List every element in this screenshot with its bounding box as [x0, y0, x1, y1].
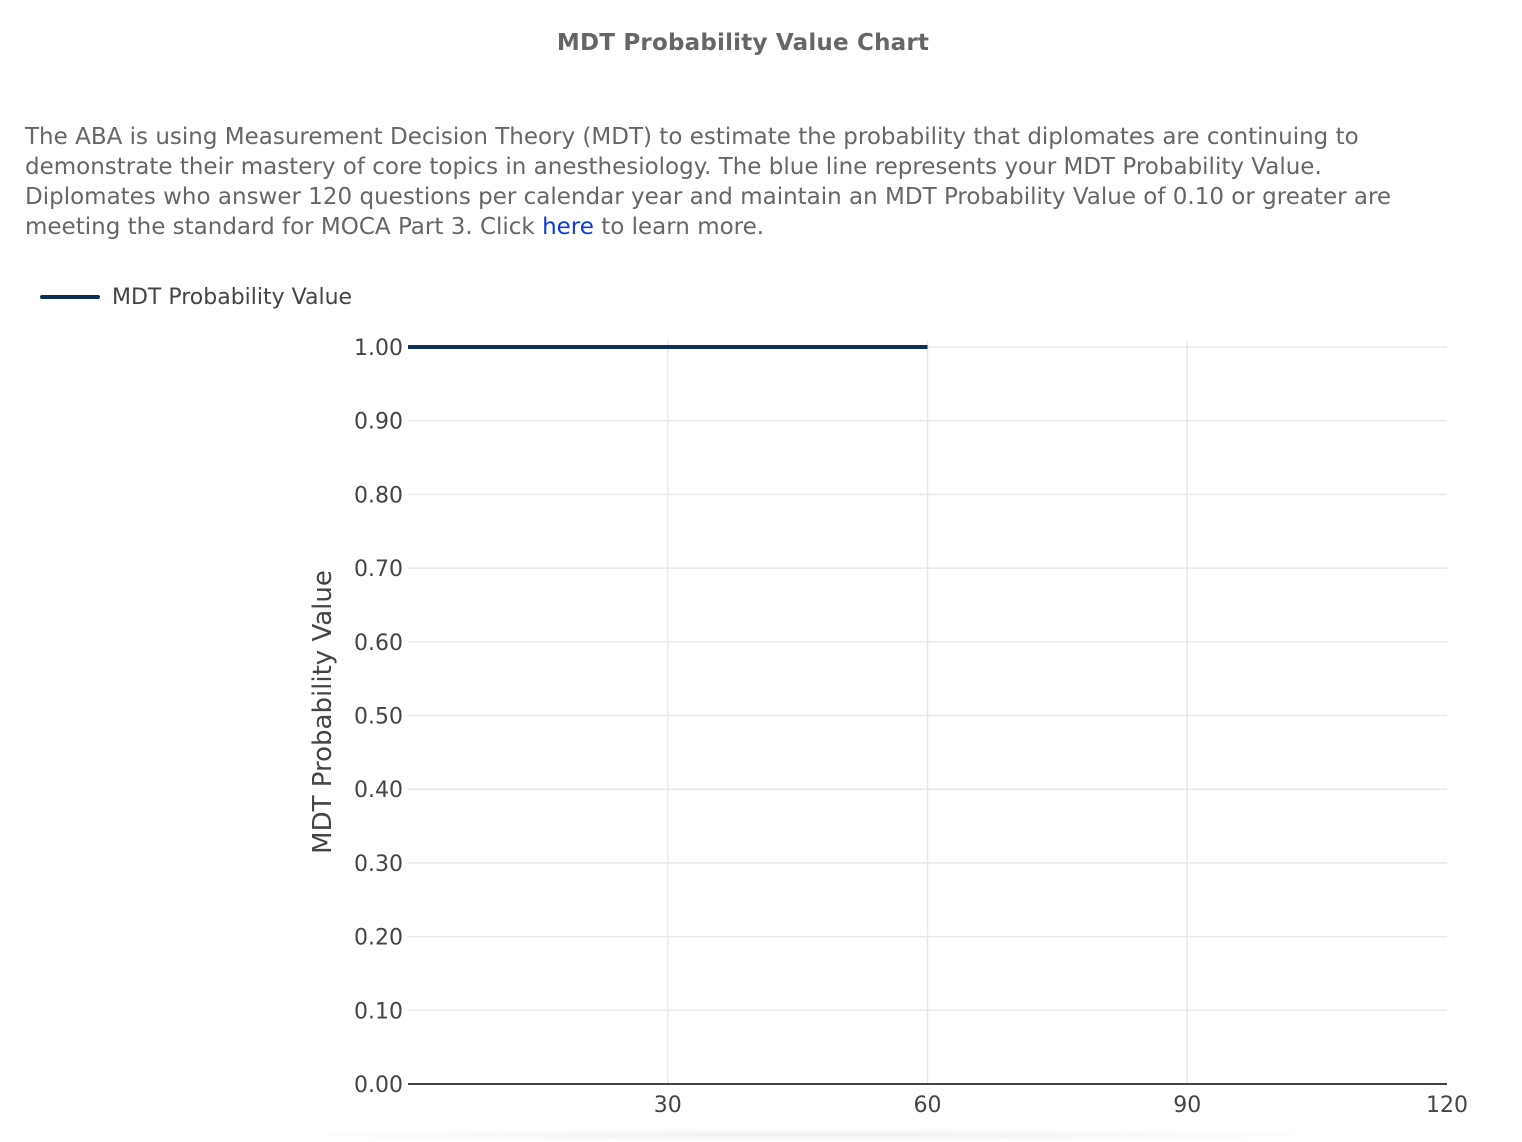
- bottom-shadow: [260, 1128, 1360, 1142]
- legend-label: MDT Probability Value: [112, 284, 353, 310]
- chart-legend[interactable]: MDT Probability Value: [40, 282, 352, 312]
- y-tick-label: 0.40: [354, 778, 403, 803]
- y-tick-label: 0.30: [354, 852, 403, 877]
- x-tick-label: 90: [1173, 1093, 1201, 1118]
- learn-more-link[interactable]: here: [542, 214, 594, 240]
- y-tick-label: 0.10: [354, 999, 403, 1024]
- legend-line-swatch: [40, 295, 100, 299]
- x-tick-label: 120: [1426, 1093, 1468, 1118]
- x-tick-label: 60: [914, 1093, 942, 1118]
- chart-description: The ABA is using Measurement Decision Th…: [25, 122, 1425, 242]
- y-tick-label: 0.80: [354, 483, 403, 508]
- description-text-start: The ABA is using Measurement Decision Th…: [25, 124, 1392, 240]
- y-tick-label: 0.50: [354, 705, 403, 730]
- chart-title: MDT Probability Value Chart: [556, 30, 930, 56]
- y-tick-label: 0.00: [354, 1073, 403, 1098]
- y-axis-title: MDT Probability Value: [308, 570, 338, 854]
- x-tick-label: 30: [654, 1093, 682, 1118]
- description-text-end: to learn more.: [593, 214, 765, 240]
- y-tick-label: 1.00: [354, 336, 403, 361]
- y-tick-label: 0.20: [354, 926, 403, 951]
- y-tick-label: 0.90: [354, 410, 403, 435]
- y-tick-label: 0.60: [354, 631, 403, 656]
- y-tick-label: 0.70: [354, 557, 403, 582]
